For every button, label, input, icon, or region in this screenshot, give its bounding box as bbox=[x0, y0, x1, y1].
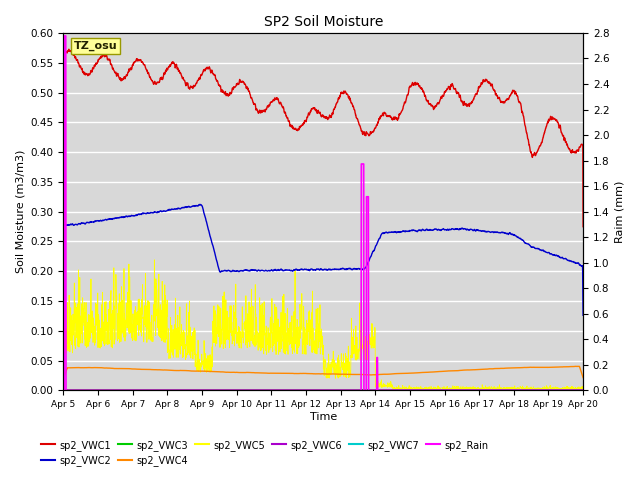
sp2_VWC6 bbox=[86, 387, 94, 393]
sp2_VWC6 bbox=[60, 387, 67, 393]
sp2_VWC2 bbox=[564, 258, 572, 264]
sp2_VWC1 bbox=[564, 144, 572, 150]
sp2_VWC4 bbox=[579, 375, 587, 381]
sp2_VWC4 bbox=[298, 371, 306, 376]
sp2_VWC4 bbox=[468, 367, 476, 372]
sp2_VWC1 bbox=[579, 224, 587, 229]
sp2_VWC2 bbox=[196, 202, 204, 207]
sp2_VWC6 bbox=[298, 387, 306, 393]
sp2_VWC5 bbox=[579, 384, 587, 389]
Y-axis label: Raim (mm): Raim (mm) bbox=[615, 180, 625, 243]
sp2_Rain bbox=[312, 387, 320, 393]
sp2_VWC7 bbox=[564, 387, 572, 393]
sp2_VWC3 bbox=[60, 387, 67, 393]
Title: SP2 Soil Moisture: SP2 Soil Moisture bbox=[264, 15, 383, 29]
sp2_VWC2 bbox=[312, 266, 320, 272]
sp2_VWC4 bbox=[564, 364, 572, 370]
sp2_VWC5 bbox=[60, 325, 67, 331]
sp2_VWC6 bbox=[564, 387, 572, 393]
sp2_Rain bbox=[469, 387, 477, 393]
sp2_VWC7 bbox=[468, 387, 476, 393]
sp2_VWC2 bbox=[299, 267, 307, 273]
sp2_Rain bbox=[61, 33, 68, 39]
sp2_VWC7 bbox=[86, 387, 94, 393]
sp2_VWC6 bbox=[468, 387, 476, 393]
sp2_VWC7 bbox=[298, 387, 306, 393]
sp2_VWC2 bbox=[564, 258, 572, 264]
sp2_Rain bbox=[564, 387, 572, 393]
sp2_VWC4 bbox=[312, 371, 320, 377]
sp2_VWC7 bbox=[60, 387, 67, 393]
sp2_VWC1 bbox=[299, 121, 307, 127]
Text: TZ_osu: TZ_osu bbox=[74, 41, 117, 51]
sp2_VWC5 bbox=[299, 346, 307, 351]
Line: sp2_VWC4: sp2_VWC4 bbox=[63, 366, 583, 379]
sp2_VWC3 bbox=[86, 387, 94, 393]
sp2_VWC3 bbox=[564, 387, 572, 393]
sp2_Rain bbox=[579, 387, 587, 393]
sp2_VWC3 bbox=[468, 387, 476, 393]
sp2_VWC5 bbox=[564, 384, 572, 390]
sp2_VWC5 bbox=[469, 384, 477, 389]
sp2_VWC1 bbox=[86, 71, 94, 77]
Line: sp2_VWC1: sp2_VWC1 bbox=[63, 49, 583, 227]
sp2_VWC1 bbox=[312, 107, 320, 113]
sp2_VWC3 bbox=[564, 387, 572, 393]
sp2_VWC6 bbox=[312, 387, 320, 393]
sp2_VWC5 bbox=[86, 312, 94, 318]
sp2_Rain bbox=[564, 387, 572, 393]
sp2_VWC6 bbox=[564, 387, 572, 393]
sp2_VWC5 bbox=[312, 324, 320, 330]
sp2_VWC1 bbox=[65, 47, 73, 52]
sp2_VWC3 bbox=[298, 387, 306, 393]
sp2_Rain bbox=[86, 387, 94, 393]
sp2_VWC2 bbox=[86, 220, 94, 226]
Legend: sp2_VWC1, sp2_VWC2, sp2_VWC3, sp2_VWC4, sp2_VWC5, sp2_VWC6, sp2_VWC7, sp2_Rain: sp2_VWC1, sp2_VWC2, sp2_VWC3, sp2_VWC4, … bbox=[37, 436, 492, 470]
sp2_VWC5 bbox=[448, 386, 456, 392]
sp2_VWC7 bbox=[579, 387, 587, 393]
sp2_VWC2 bbox=[469, 228, 477, 233]
sp2_Rain bbox=[60, 387, 67, 393]
sp2_VWC3 bbox=[579, 387, 587, 393]
sp2_VWC2 bbox=[60, 288, 67, 294]
sp2_VWC6 bbox=[579, 387, 587, 393]
sp2_VWC1 bbox=[60, 163, 67, 169]
sp2_VWC7 bbox=[312, 387, 320, 393]
Line: sp2_VWC2: sp2_VWC2 bbox=[63, 204, 583, 315]
sp2_Rain bbox=[299, 387, 307, 393]
sp2_VWC2 bbox=[579, 312, 587, 318]
Line: sp2_Rain: sp2_Rain bbox=[63, 36, 583, 390]
sp2_VWC4 bbox=[60, 376, 67, 382]
sp2_VWC7 bbox=[564, 387, 572, 393]
sp2_VWC1 bbox=[469, 98, 477, 104]
sp2_VWC3 bbox=[312, 387, 320, 393]
sp2_VWC4 bbox=[564, 364, 572, 370]
sp2_VWC4 bbox=[86, 365, 94, 371]
sp2_VWC5 bbox=[150, 257, 158, 263]
sp2_VWC4 bbox=[572, 363, 579, 369]
Y-axis label: Soil Moisture (m3/m3): Soil Moisture (m3/m3) bbox=[15, 150, 25, 273]
sp2_VWC5 bbox=[564, 386, 572, 392]
sp2_VWC1 bbox=[564, 145, 572, 151]
X-axis label: Time: Time bbox=[310, 412, 337, 422]
Line: sp2_VWC5: sp2_VWC5 bbox=[63, 260, 583, 389]
